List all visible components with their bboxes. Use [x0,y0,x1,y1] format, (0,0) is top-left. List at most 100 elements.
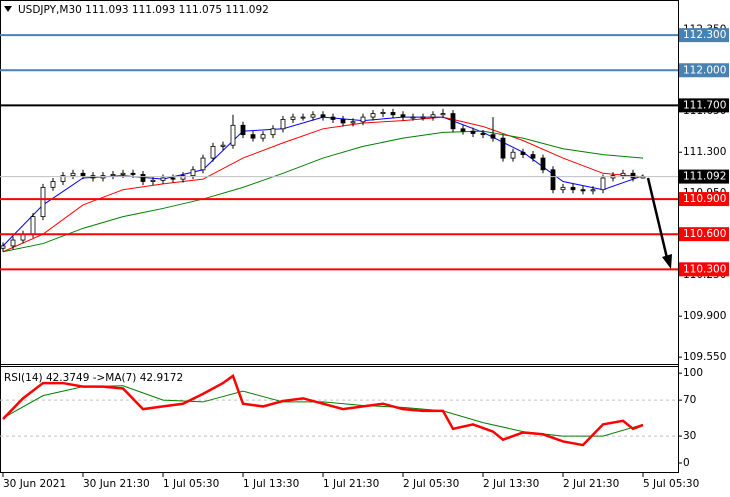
candle-body [580,189,586,192]
candle-body [180,175,186,180]
x-tick-label: 2 Jul 21:30 [563,478,619,490]
candle-body [630,172,636,179]
candle-body [80,172,86,177]
level-label-box [679,192,729,207]
candle-body [230,124,236,146]
candle-body [510,151,516,159]
forecast-arrow [646,177,669,259]
candle-body [560,186,566,191]
moving-average [2,130,644,253]
level-label: 111.092 [683,171,726,183]
candle-body [340,119,346,124]
candle-body [330,116,336,120]
y-tick-label: 70 [683,394,696,406]
candle-body [600,177,606,191]
candle-body [140,174,146,182]
chart-frame [0,0,679,473]
candle-body [490,134,496,139]
candle-body [0,245,6,249]
candle-body [460,128,466,132]
candle-body [320,114,326,118]
rsi-line [2,373,644,447]
x-tick-label: 2 Jul 13:30 [483,478,539,490]
candle-body [310,114,316,118]
candle-body [60,175,66,182]
candle-body [410,116,416,119]
candle-body [550,169,556,191]
candle-body [110,174,116,177]
candle-body [250,134,256,139]
level-label: 111.700 [683,99,726,111]
level-label: 110.300 [683,263,726,275]
y-tick-label: 0 [683,457,690,469]
candle-body [530,154,536,159]
candle-body [150,179,156,182]
x-tick-label: 1 Jul 05:30 [163,478,219,490]
candle-body [30,216,36,235]
symbol-header: USDJPY,M30 111.093 111.093 111.075 111.0… [18,4,269,16]
level-label-box [679,169,729,184]
candle-body [520,151,526,155]
x-tick-label: 2 Jul 05:30 [403,478,459,490]
candle-body [240,124,246,136]
level-label: 112.000 [683,64,726,76]
level-label: 110.900 [683,193,726,205]
level-label-box [679,63,729,78]
rsi-header: RSI(14) 42.3749 ->MA(7) 42.9172 [4,372,183,384]
level-label-box [679,98,729,113]
moving-average [2,116,644,253]
candle-body [590,189,596,192]
candle-body [120,172,126,175]
candle-body [290,116,296,120]
y-tick-label: 100 [683,367,703,379]
candle-body [350,121,356,124]
candle-body [370,113,376,118]
candle-body [190,169,196,177]
forecast-arrowhead [662,254,672,269]
price-panel [0,34,678,271]
candle-body [130,172,136,175]
level-label-box [679,262,729,277]
y-tick-label: 111.300 [683,146,726,158]
menu-triangle [4,6,12,12]
x-tick-label: 1 Jul 21:30 [323,478,379,490]
candle-body [500,137,506,159]
candle-body [470,130,476,134]
candle-body [50,181,56,188]
candle-body [160,177,166,181]
candle-body [270,128,276,136]
level-label-box [679,227,729,242]
candle-body [200,157,206,171]
candle-body [380,112,386,114]
level-label: 112.300 [683,29,726,41]
candle-body [480,133,486,136]
candle-body [210,145,216,159]
candle-body [430,114,436,118]
candle-body [620,172,626,177]
candle-body [300,116,306,119]
candle-body [400,114,406,118]
rsi-panel [0,373,678,447]
candle-body [420,116,426,119]
x-tick-label: 30 Jun 21:30 [83,478,150,490]
candle-body [570,186,576,191]
candle-body [280,119,286,130]
candle-body [540,157,546,171]
y-tick-label: 109.900 [683,310,726,322]
candle-body [390,112,396,116]
y-tick-label: 30 [683,430,696,442]
candle-body [260,134,266,139]
candle-body [40,186,46,218]
candle-body [360,116,366,123]
x-tick-label: 5 Jul 05:30 [643,478,699,490]
candle-body [70,172,76,177]
level-label: 110.600 [683,228,726,240]
x-tick-label: 30 Jun 2021 [3,478,66,490]
candle-body [450,113,456,130]
y-tick-label: 109.550 [683,351,726,363]
candle-body [10,239,16,247]
candle-body [220,144,226,147]
candle-body [440,113,446,116]
level-label-box [679,28,729,43]
